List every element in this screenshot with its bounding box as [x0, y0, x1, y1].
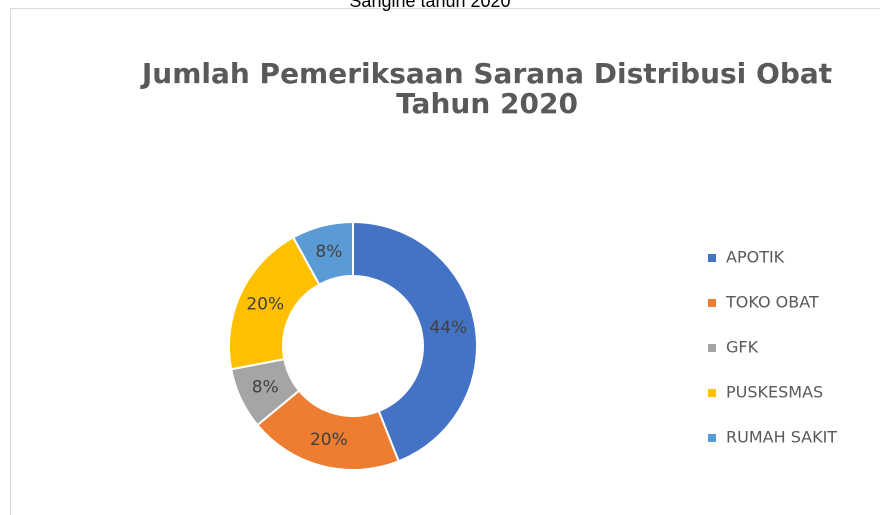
- legend-swatch: [708, 254, 716, 262]
- chart-title: Jumlah Pemeriksaan Sarana Distribusi Oba…: [140, 57, 832, 90]
- caption: Sangihe tahun 2020: [349, 0, 510, 11]
- legend-swatch: [708, 434, 716, 442]
- data-label: 8%: [315, 242, 342, 262]
- chart-title: Tahun 2020: [396, 87, 578, 120]
- data-label: 8%: [252, 377, 279, 397]
- donut-slice: [291, 220, 354, 287]
- legend-swatch: [708, 389, 716, 397]
- legend-label: PUSKESMAS: [726, 383, 823, 402]
- legend-label: TOKO OBAT: [725, 293, 819, 312]
- legend-swatch: [708, 299, 716, 307]
- donut-slice: [352, 220, 478, 463]
- legend-label: GFK: [726, 338, 759, 357]
- data-label: 44%: [429, 318, 467, 338]
- data-label: 20%: [246, 295, 284, 315]
- legend-label: APOTIK: [726, 248, 785, 267]
- legend-swatch: [708, 344, 716, 352]
- legend-label: RUMAH SAKIT: [726, 428, 837, 447]
- data-label: 20%: [310, 430, 348, 450]
